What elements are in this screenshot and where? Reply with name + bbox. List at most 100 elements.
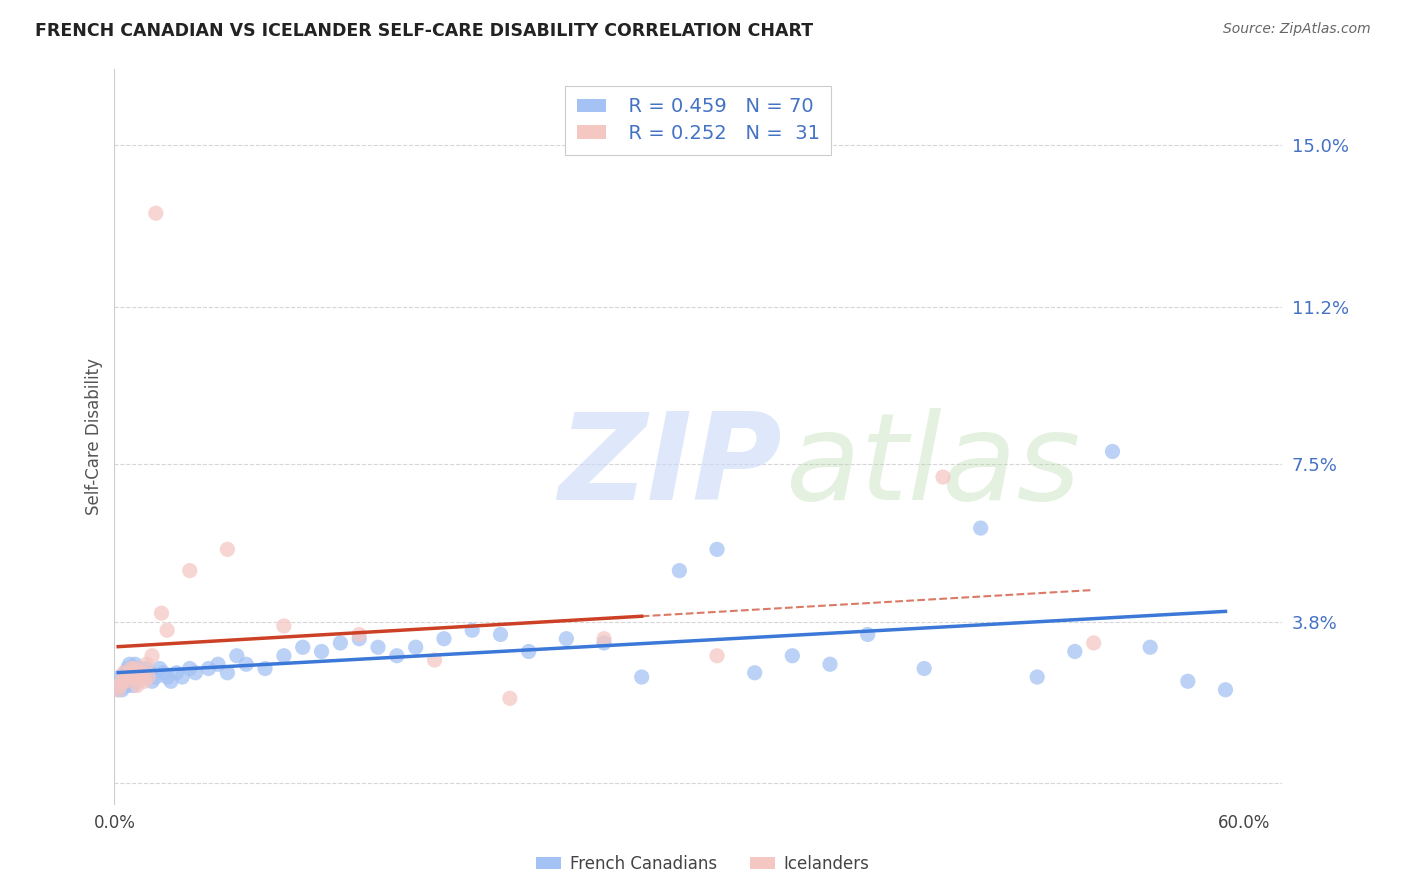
Point (782, 648, 804, 663)
Y-axis label: Self-Care Disability: Self-Care Disability (86, 358, 103, 515)
Point (179, 661, 201, 675)
Point (273, 619, 295, 633)
Point (120, 670, 142, 684)
Point (291, 640, 314, 655)
Point (150, 606, 173, 620)
Point (114, 665, 136, 680)
Point (122, 670, 145, 684)
Point (134, 665, 156, 680)
Point (129, 665, 152, 680)
Point (555, 632, 578, 646)
Text: Source: ZipAtlas.com: Source: ZipAtlas.com (1223, 22, 1371, 37)
Point (128, 670, 150, 684)
Point (125, 679, 148, 693)
Point (593, 632, 616, 646)
Point (128, 674, 150, 689)
Point (120, 661, 142, 675)
Point (166, 665, 188, 680)
Point (433, 632, 456, 646)
Point (461, 624, 484, 638)
Point (1177, 674, 1199, 689)
Point (111, 674, 134, 689)
Legend:   R = 0.459   N = 70,   R = 0.252   N =  31: R = 0.459 N = 70, R = 0.252 N = 31 (565, 86, 831, 154)
Point (818, 657, 841, 672)
Point (112, 674, 135, 689)
Point (135, 657, 157, 672)
Point (141, 648, 163, 663)
Point (517, 644, 540, 658)
Point (630, 670, 652, 684)
Point (152, 665, 174, 680)
Point (136, 670, 159, 684)
Point (969, 521, 991, 535)
Point (122, 679, 145, 693)
Point (145, 206, 167, 220)
Point (347, 632, 370, 646)
Point (128, 661, 150, 675)
Text: ZIP: ZIP (558, 408, 782, 524)
Point (217, 665, 239, 680)
Point (329, 636, 352, 650)
Point (225, 648, 247, 663)
Point (254, 661, 277, 675)
Point (172, 670, 194, 684)
Point (124, 661, 146, 675)
Point (131, 670, 153, 684)
Point (1139, 640, 1161, 655)
Point (117, 670, 139, 684)
Point (124, 657, 146, 672)
Point (111, 682, 134, 697)
Point (423, 653, 446, 667)
Point (139, 665, 162, 680)
Point (179, 564, 201, 578)
Text: FRENCH CANADIAN VS ICELANDER SELF-CARE DISABILITY CORRELATION CHART: FRENCH CANADIAN VS ICELANDER SELF-CARE D… (35, 22, 813, 40)
Point (117, 661, 139, 675)
Point (912, 661, 935, 675)
Point (108, 670, 131, 684)
Point (1063, 644, 1085, 658)
Point (932, 470, 955, 484)
Point (744, 665, 766, 680)
Point (1101, 444, 1123, 458)
Point (184, 665, 207, 680)
Point (107, 682, 129, 697)
Point (156, 670, 179, 684)
Point (1026, 670, 1049, 684)
Point (125, 665, 148, 680)
Point (122, 661, 145, 675)
Point (706, 542, 728, 557)
Point (367, 640, 389, 655)
Point (117, 679, 139, 693)
Point (131, 670, 153, 684)
Point (197, 661, 219, 675)
Point (107, 682, 129, 697)
Point (149, 661, 172, 675)
Point (1215, 682, 1237, 697)
Point (385, 648, 408, 663)
Point (489, 627, 512, 641)
Point (311, 644, 333, 658)
Text: atlas: atlas (786, 408, 1081, 524)
Point (118, 665, 141, 680)
Point (145, 670, 167, 684)
Point (156, 624, 179, 638)
Point (136, 670, 159, 684)
Point (207, 657, 229, 672)
Point (347, 627, 370, 641)
Point (129, 665, 152, 680)
Point (114, 674, 136, 689)
Point (593, 636, 616, 650)
Point (118, 657, 141, 672)
Point (499, 691, 522, 706)
Point (235, 657, 257, 672)
Point (112, 665, 135, 680)
Point (273, 648, 295, 663)
Point (668, 564, 690, 578)
Point (118, 674, 141, 689)
Point (134, 674, 156, 689)
Point (120, 665, 142, 680)
Point (160, 674, 183, 689)
Point (124, 670, 146, 684)
Point (856, 627, 879, 641)
Legend: French Canadians, Icelanders: French Canadians, Icelanders (530, 848, 876, 880)
